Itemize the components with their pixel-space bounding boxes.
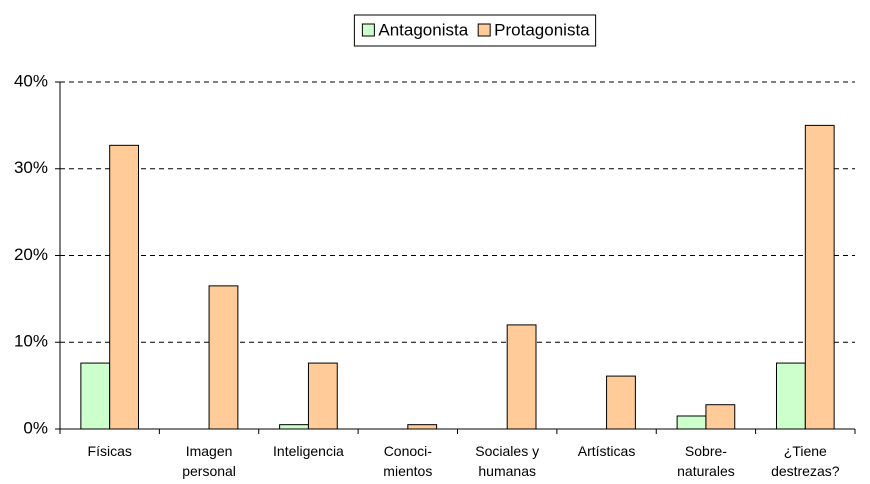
bar (705, 404, 736, 430)
legend-swatch (361, 23, 375, 37)
y-tick-label: 30% (14, 158, 48, 177)
x-tick-label: Sobre- naturales (677, 443, 735, 479)
y-tick-label: 0% (23, 418, 48, 437)
bar (775, 362, 806, 430)
x-tick-label: Imagen personal (182, 443, 236, 479)
x-tick-label: Físicas (87, 443, 132, 459)
bar (606, 375, 636, 430)
bar (109, 144, 140, 430)
bar (208, 285, 239, 430)
legend-swatch (477, 23, 491, 37)
bar (407, 424, 438, 430)
legend-label: Antagonista (378, 20, 468, 39)
legend-box (353, 14, 597, 47)
bar (676, 415, 707, 430)
bar (307, 362, 338, 430)
x-tick-label: ¿Tiene destrezas? (771, 443, 840, 479)
bar (279, 424, 309, 430)
x-tick-label: Inteligencia (273, 443, 344, 459)
y-tick-label: 10% (14, 332, 48, 351)
y-tick-label: 20% (14, 245, 48, 264)
x-tick-label: Artísticas (577, 443, 636, 459)
bar (80, 362, 111, 430)
x-tick-label: Sociales y humanas (475, 443, 540, 479)
y-tick-label: 40% (14, 71, 48, 90)
bar (506, 324, 537, 430)
x-tick-label: Conoci- mientos (383, 443, 433, 479)
legend-label: Protagonista (494, 20, 590, 39)
bar (804, 124, 835, 430)
